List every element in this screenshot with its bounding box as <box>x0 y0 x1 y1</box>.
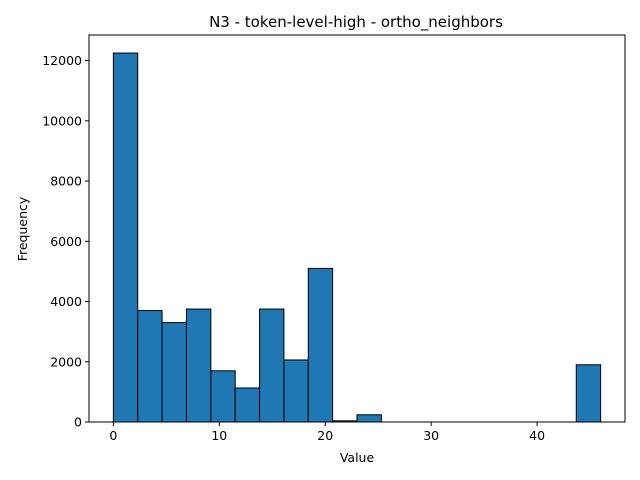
histogram-bar <box>356 414 382 423</box>
y-ticks: 0 2000 4000 6000 8000 10000 12000 <box>42 53 89 430</box>
histogram-bar <box>234 387 261 423</box>
x-ticks: 0 10 20 30 40 <box>109 422 545 443</box>
histogram-bar <box>259 308 285 423</box>
y-tick-label: 10000 <box>42 113 82 128</box>
histogram-bar <box>185 308 212 423</box>
histogram-bar <box>283 359 309 423</box>
y-tick-label: 2000 <box>50 354 82 369</box>
x-tick-label: 0 <box>109 428 117 443</box>
histogram-bar <box>575 364 602 423</box>
y-tick-label: 6000 <box>50 234 82 249</box>
histogram-bar <box>112 52 139 423</box>
chart-title: N3 - token-level-high - ortho_neighbors <box>209 13 503 32</box>
x-tick-label: 40 <box>529 428 545 443</box>
histogram-bar <box>161 322 187 423</box>
histogram-bar <box>210 370 236 423</box>
plot-frame <box>88 34 626 423</box>
y-tick-label: 8000 <box>50 174 82 189</box>
x-axis-label: Value <box>340 450 375 465</box>
histogram-bar <box>307 267 334 423</box>
x-tick-label: 30 <box>423 428 439 443</box>
y-tick-label: 12000 <box>42 53 82 68</box>
x-tick-label: 20 <box>317 428 333 443</box>
bars-group <box>112 52 602 423</box>
y-tick-label: 4000 <box>50 294 82 309</box>
histogram-bar <box>137 310 163 423</box>
y-axis-label: Frequency <box>15 196 30 261</box>
x-tick-label: 10 <box>211 428 227 443</box>
y-tick-label: 0 <box>74 415 82 430</box>
